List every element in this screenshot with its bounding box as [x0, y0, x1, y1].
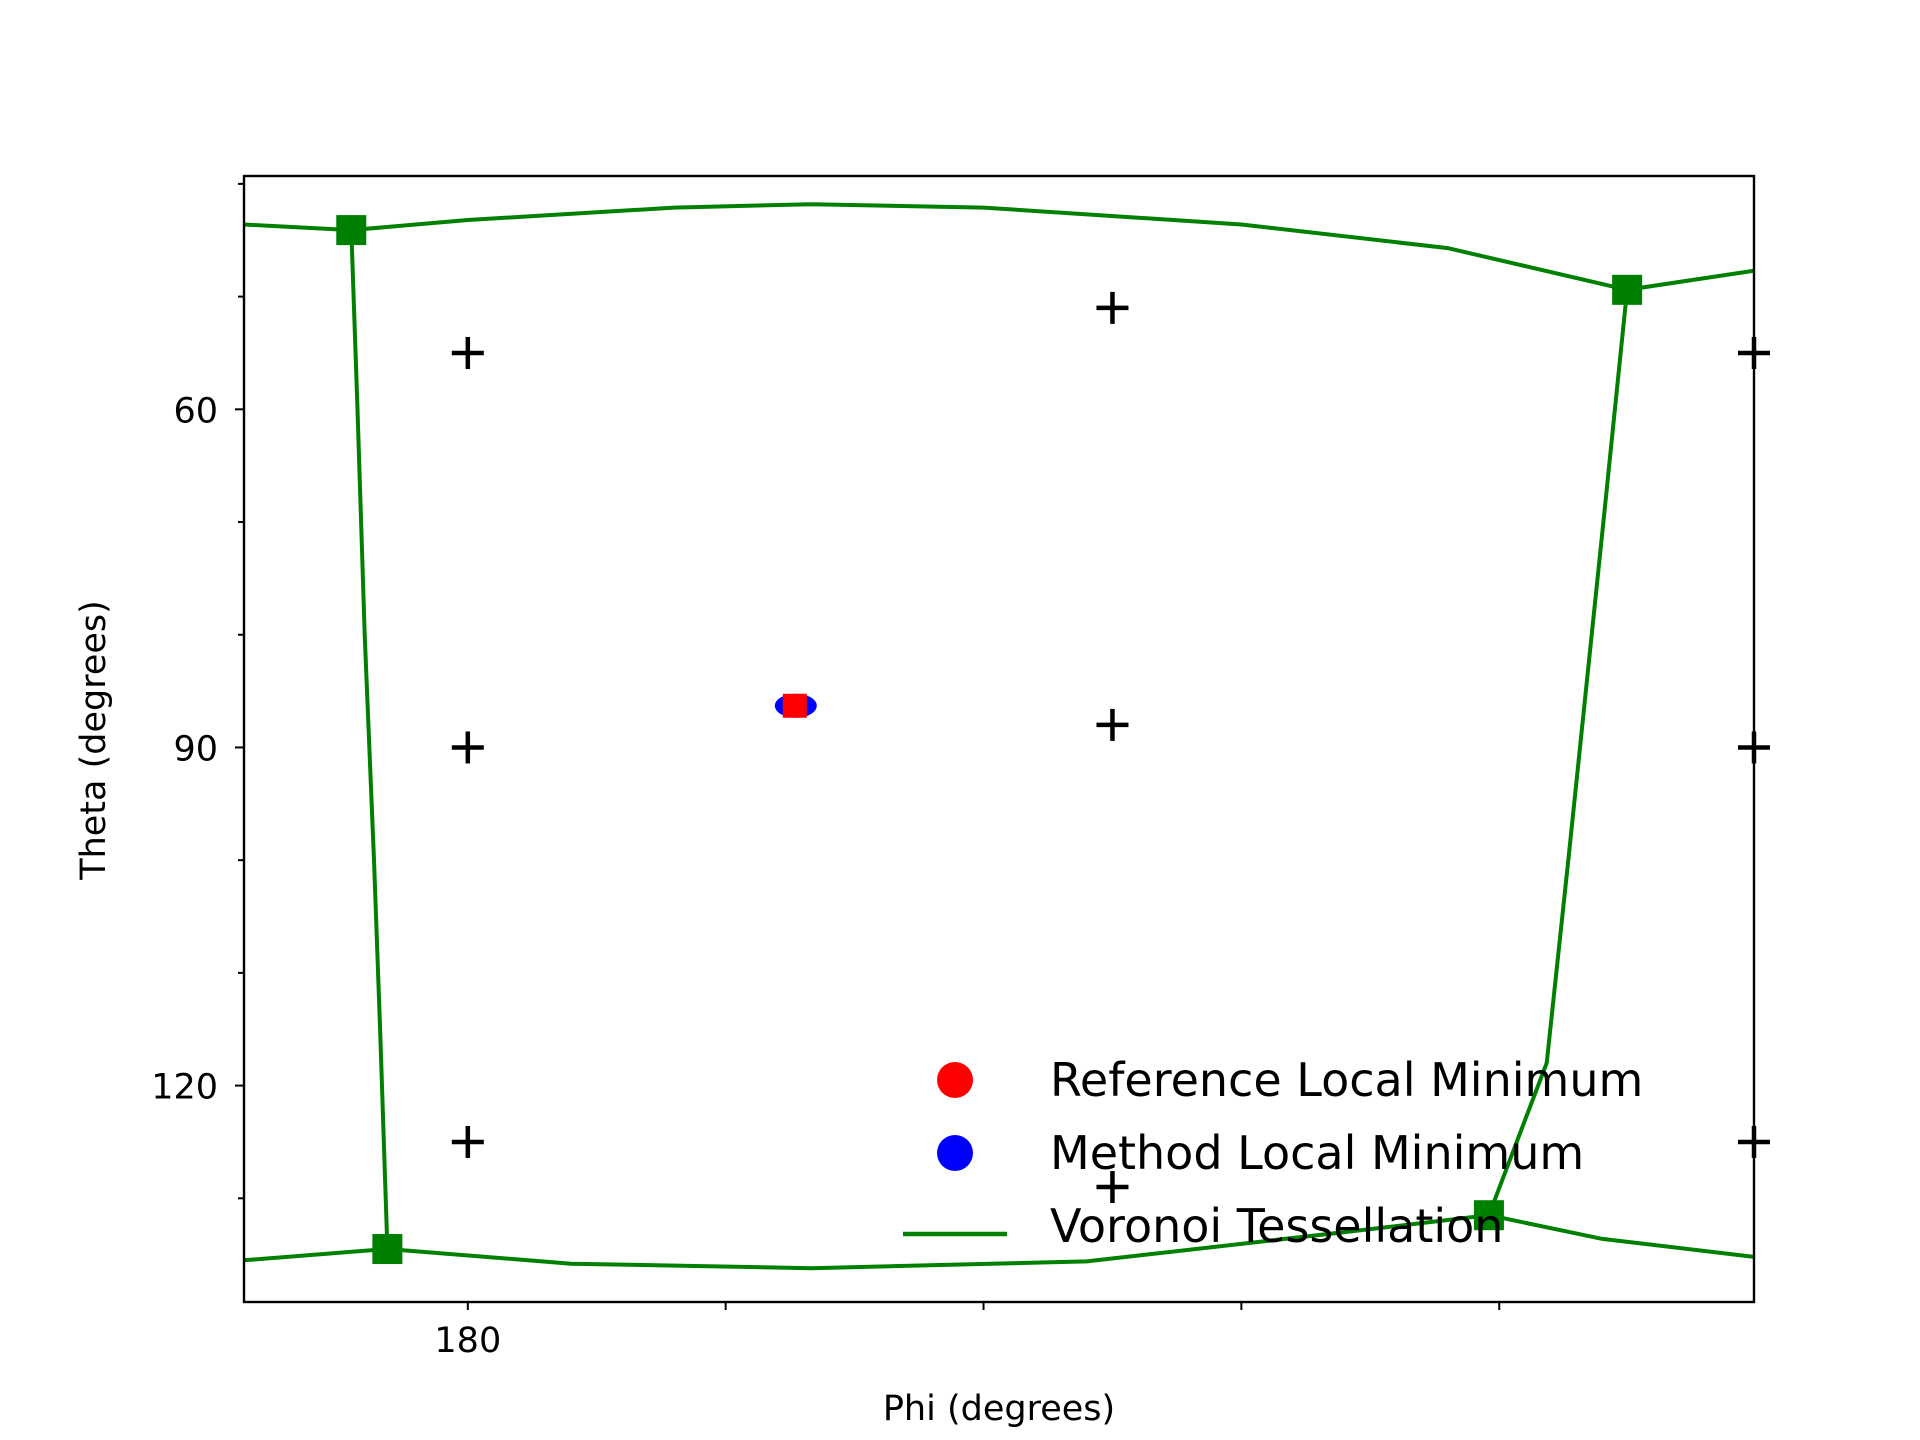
y-axis-label: Theta (degrees): [74, 600, 114, 881]
legend-label: Voronoi Tessellation: [1050, 1199, 1503, 1253]
grid-point-plus: [1096, 291, 1129, 324]
y-tick-label: 120: [151, 1068, 218, 1108]
voronoi-edge: [244, 202, 1754, 292]
y-tick-label: 90: [173, 729, 218, 769]
ticks-layer: 180 60 90 120: [151, 182, 1501, 1361]
legend-label: Reference Local Minimum: [1050, 1053, 1643, 1107]
voronoi-vertex: [336, 215, 367, 246]
voronoi-layer: [244, 202, 1754, 1271]
grid-point-plus: [1096, 708, 1129, 741]
voronoi-edge: [349, 230, 390, 1250]
grid-point-plus: [1096, 1171, 1129, 1204]
reference-minimum-point: [782, 693, 807, 718]
voronoi-vertex: [1612, 274, 1643, 305]
legend-label: Method Local Minimum: [1050, 1126, 1584, 1180]
legend-item: Voronoi Tessellation: [903, 1199, 1503, 1253]
voronoi-vertex: [372, 1234, 403, 1265]
y-tick-label: 60: [173, 391, 218, 431]
x-tick-label: 180: [434, 1321, 501, 1361]
voronoi-vertex: [1473, 1200, 1504, 1231]
legend-marker: [937, 1062, 973, 1098]
grid-point-plus: [451, 731, 484, 764]
grid-point-plus: [451, 336, 484, 369]
legend-marker: [937, 1135, 973, 1171]
legend: Reference Local Minimum Method Local Mini…: [903, 1053, 1643, 1253]
x-axis-label: Phi (degrees): [883, 1389, 1115, 1429]
legend-item: Reference Local Minimum: [937, 1053, 1643, 1107]
voronoi-edge: [1487, 289, 1630, 1216]
voronoi-edge: [244, 1213, 1754, 1271]
grid-point-plus: [451, 1125, 484, 1158]
legend-item: Method Local Minimum: [937, 1126, 1584, 1180]
plot-frame: [242, 174, 1756, 1304]
